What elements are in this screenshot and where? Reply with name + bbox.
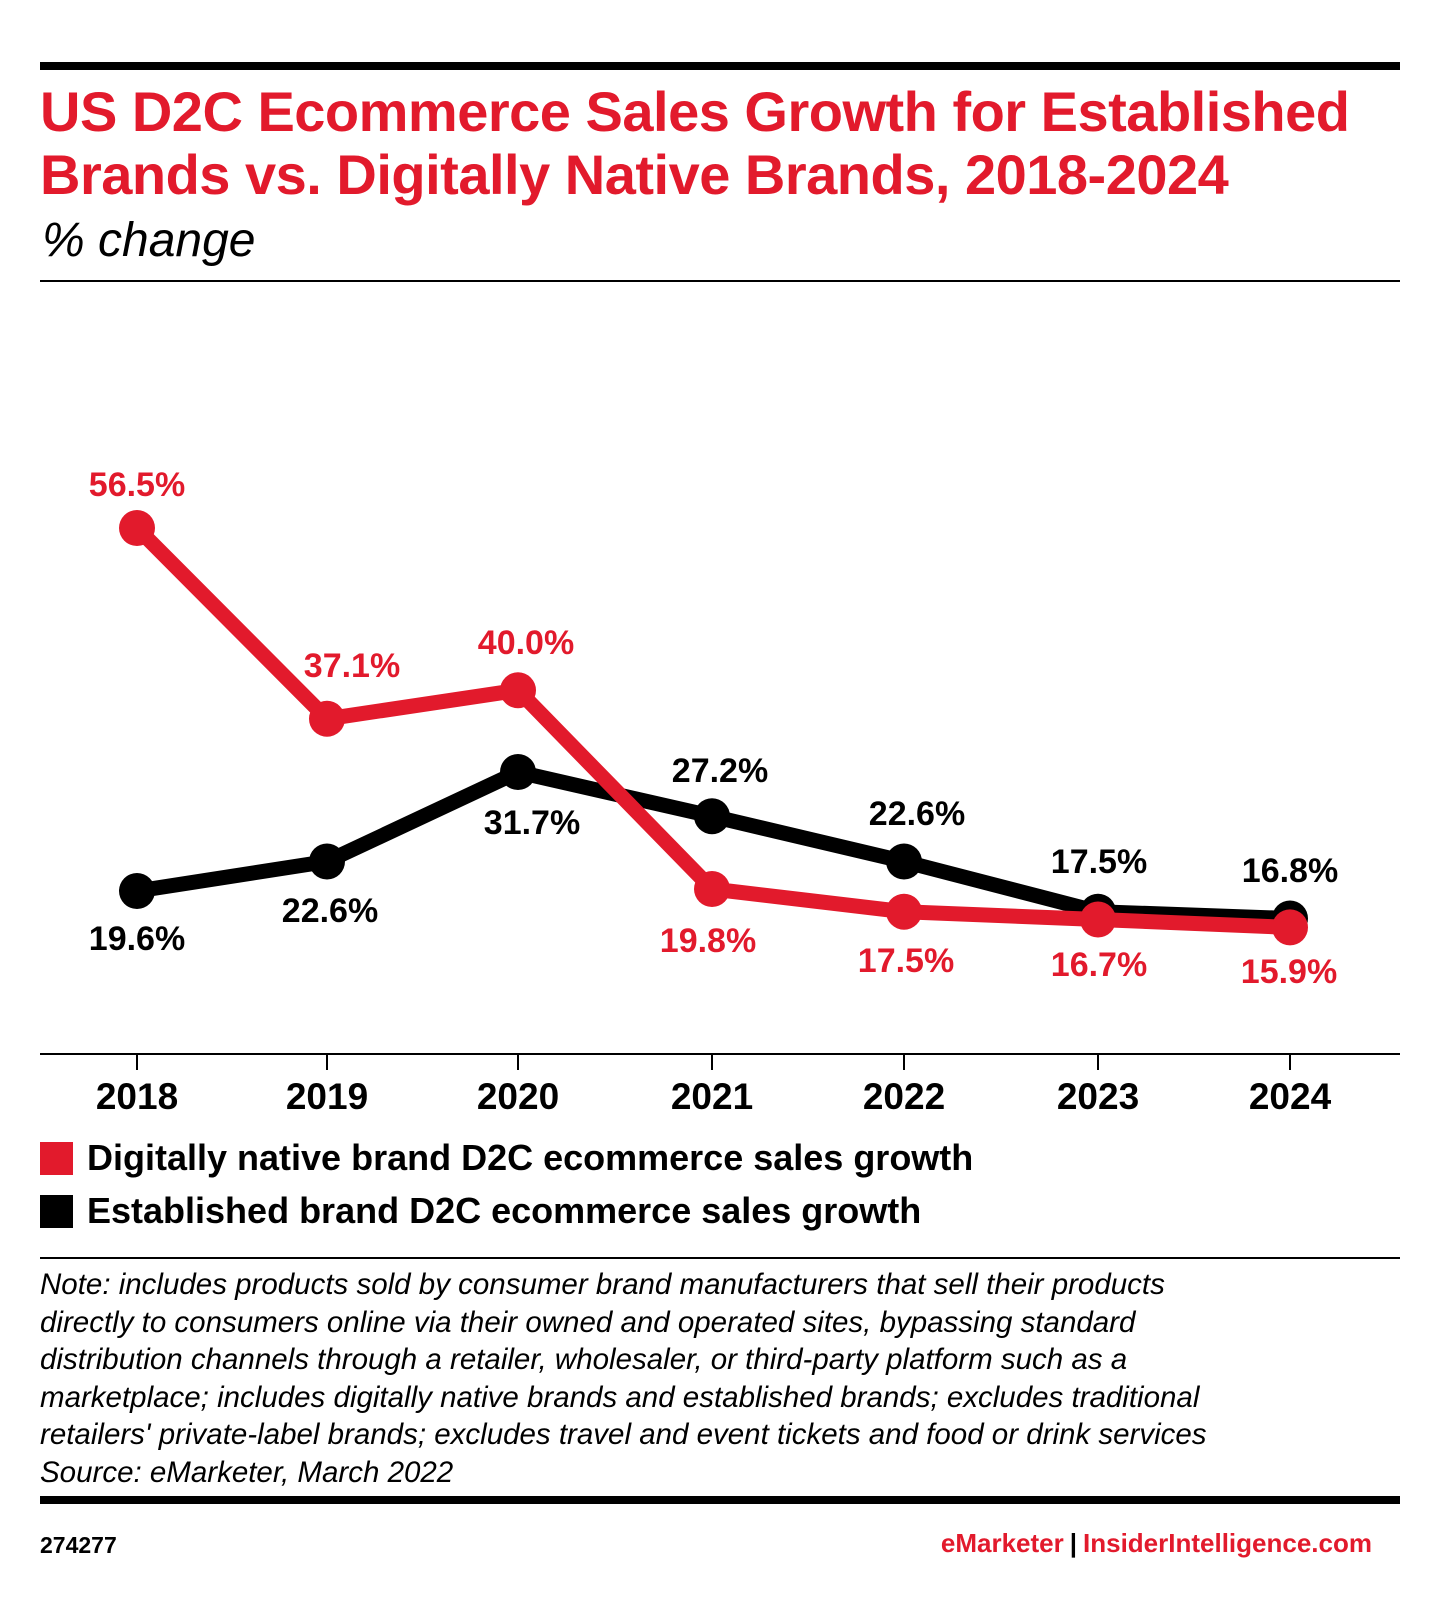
established-data-label-2020: 31.7% [484, 804, 580, 842]
established-point-2018 [119, 873, 155, 909]
x-axis-label-2021: 2021 [671, 1076, 753, 1117]
established-point-2019 [309, 843, 345, 880]
brand-emarketer[interactable]: eMarketer [940, 1528, 1064, 1558]
header-divider [40, 280, 1400, 282]
x-axis-label-2018: 2018 [96, 1076, 178, 1117]
established-point-2020 [500, 754, 536, 790]
digitally-native-point-2021 [694, 871, 730, 907]
established-data-label-2024: 16.8% [1242, 852, 1338, 890]
digitally-native-data-label-2020: 40.0% [478, 624, 574, 662]
established-point-2022 [886, 843, 922, 880]
established-point-2021 [694, 798, 730, 835]
x-axis-ticks [136, 1054, 1291, 1070]
series-group [119, 510, 1308, 946]
legend-item-established: Established brand D2C ecommerce sales gr… [40, 1190, 922, 1231]
brand-insider-intelligence-link[interactable]: InsiderIntelligence.com [1083, 1528, 1372, 1558]
x-axis-label-2024: 2024 [1249, 1076, 1332, 1117]
legend-swatch-black [40, 1194, 73, 1228]
established-data-label-2021: 27.2% [672, 752, 768, 790]
digitally-native-data-label-2018: 56.5% [89, 466, 185, 504]
digitally-native-point-2018 [119, 510, 155, 546]
digitally-native-data-label-2021: 19.8% [660, 922, 756, 960]
bottom-rule [40, 1496, 1400, 1504]
legend-label: Digitally native brand D2C ecommerce sal… [87, 1137, 974, 1178]
x-axis-label-2023: 2023 [1057, 1076, 1139, 1117]
digitally-native-point-2019 [309, 700, 345, 737]
established-data-label-2018: 19.6% [89, 920, 185, 958]
data-labels: 56.5% 37.1% 40.0% 19.8% 17.5% 16.7% 15.9% 19.6%… [89, 466, 1338, 991]
established-data-label-2023: 17.5% [1051, 843, 1147, 881]
chart-subtitle: % change [42, 214, 256, 267]
digitally-native-data-label-2022: 17.5% [858, 942, 954, 980]
digitally-native-point-2024 [1272, 909, 1308, 946]
chart-id: 274277 [40, 1532, 117, 1558]
x-axis-label-2022: 2022 [863, 1076, 945, 1117]
line-chart: 56.5% 37.1% 40.0% 19.8% 17.5% 16.7% 15.9% 19.6%… [40, 466, 1400, 1117]
digitally-native-data-label-2024: 15.9% [1241, 953, 1337, 991]
brand-separator: | [1069, 1528, 1078, 1558]
legend-label: Established brand D2C ecommerce sales gr… [87, 1190, 922, 1231]
x-axis-labels: 2018 2019 2020 2021 2022 2023 2024 [96, 1076, 1332, 1117]
digitally-native-point-2020 [500, 672, 536, 709]
legend-item-digitally-native: Digitally native brand D2C ecommerce sal… [40, 1137, 974, 1178]
digitally-native-data-label-2023: 16.7% [1051, 946, 1147, 984]
established-data-label-2022: 22.6% [869, 795, 965, 833]
brand-footer: eMarketer | InsiderIntelligence.com [941, 1528, 1372, 1559]
footnote: Note: includes products sold by consumer… [40, 1268, 1207, 1489]
digitally-native-point-2022 [886, 893, 922, 930]
digitally-native-point-2023 [1080, 901, 1116, 938]
chart-title: US D2C Ecommerce Sales Growth for Establ… [40, 80, 1350, 206]
x-axis-label-2019: 2019 [286, 1076, 368, 1117]
x-axis-label-2020: 2020 [477, 1076, 559, 1117]
legend-swatch-red [40, 1141, 73, 1175]
footer-divider [40, 1257, 1400, 1259]
established-data-label-2019: 22.6% [282, 892, 378, 930]
top-rule [40, 62, 1400, 70]
digitally-native-data-label-2019: 37.1% [304, 647, 400, 685]
